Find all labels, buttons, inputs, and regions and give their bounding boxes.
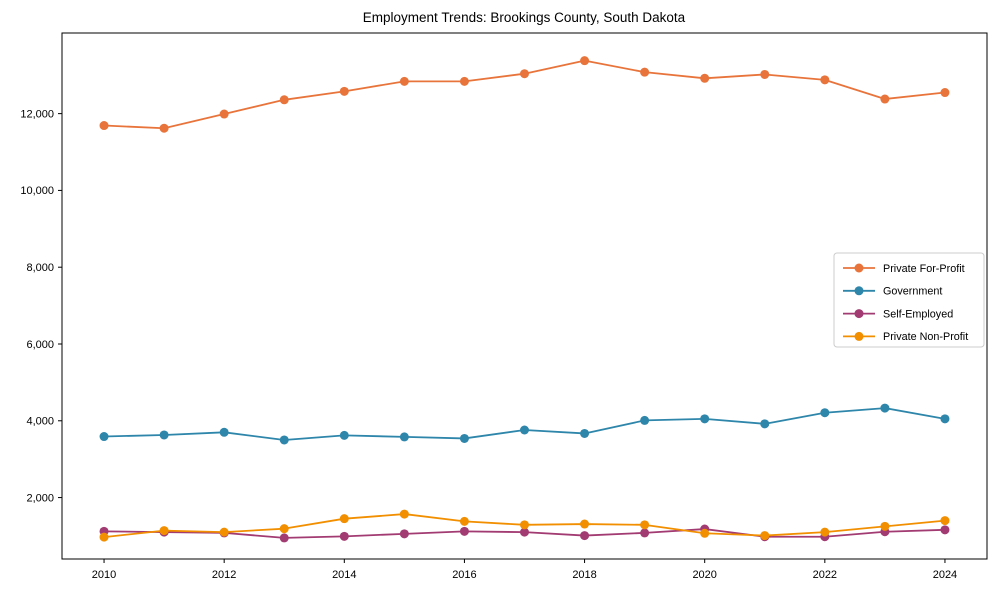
- data-point-private-non-profit-2017: [520, 520, 529, 530]
- data-point-government-2020: [700, 414, 710, 424]
- series-government: [99, 403, 950, 445]
- data-point-private-for-profit-2012: [219, 109, 229, 119]
- data-point-self-employed-2015: [399, 529, 409, 539]
- data-point-government-2012: [219, 427, 229, 437]
- x-tick-label: 2022: [813, 569, 837, 581]
- data-point-government-2019: [640, 415, 650, 425]
- data-point-private-for-profit-2020: [700, 73, 710, 83]
- data-point-government-2024: [940, 414, 950, 424]
- data-point-government-2010: [99, 432, 109, 442]
- data-point-private-for-profit-2013: [279, 95, 289, 105]
- data-point-private-non-profit-2010: [99, 532, 109, 542]
- data-point-private-non-profit-2024: [940, 516, 950, 526]
- data-point-private-non-profit-2011: [159, 526, 169, 536]
- data-point-private-non-profit-2022: [820, 527, 830, 537]
- data-point-government-2011: [159, 430, 169, 440]
- data-point-self-employed-2016: [459, 526, 469, 536]
- data-point-government-2016: [459, 433, 469, 443]
- legend-marker: [854, 263, 864, 273]
- data-point-self-employed-2024: [940, 525, 950, 535]
- data-point-private-non-profit-2019: [640, 520, 650, 530]
- data-point-government-2023: [880, 403, 890, 413]
- legend-item: Self-Employed: [843, 308, 953, 320]
- legend-marker: [854, 309, 864, 319]
- x-tick-label: 2018: [572, 569, 596, 581]
- data-point-private-non-profit-2018: [580, 519, 590, 529]
- data-point-government-2015: [399, 432, 409, 442]
- data-point-government-2017: [520, 425, 529, 435]
- data-point-private-non-profit-2016: [459, 516, 469, 526]
- data-point-private-non-profit-2012: [219, 527, 229, 537]
- y-tick-label: 10,000: [20, 185, 54, 197]
- data-point-government-2018: [580, 428, 590, 438]
- data-point-private-for-profit-2024: [940, 88, 950, 98]
- data-point-private-for-profit-2010: [99, 121, 109, 131]
- legend: Private For-Profit Government Self-Employe…: [833, 252, 985, 348]
- legend-box: [833, 252, 985, 348]
- data-point-self-employed-2018: [580, 531, 590, 541]
- legend-label: Government: [883, 286, 942, 298]
- data-point-private-non-profit-2015: [399, 509, 409, 519]
- data-point-private-for-profit-2015: [399, 76, 409, 86]
- plot-frame: [61, 32, 988, 560]
- data-point-private-non-profit-2023: [880, 521, 890, 531]
- data-point-self-employed-2017: [520, 527, 529, 537]
- series-layer: [99, 56, 950, 543]
- series-line-government: [104, 407, 946, 441]
- legend-label: Private For-Profit: [883, 263, 965, 275]
- data-point-private-non-profit-2020: [700, 528, 710, 538]
- axes-layer: 2,000 4,000 6,000 8,000 10,000 12,000 2010 2012…: [20, 108, 957, 581]
- data-point-self-employed-2014: [339, 531, 349, 541]
- legend-item: Private For-Profit: [843, 263, 965, 275]
- legend-item: Private Non-Profit: [843, 331, 968, 343]
- y-tick-label: 12,000: [20, 108, 54, 120]
- data-point-private-for-profit-2018: [580, 56, 590, 66]
- legend-label: Private Non-Profit: [883, 331, 968, 343]
- data-point-self-employed-2019: [640, 528, 650, 538]
- chart-title: Employment Trends: Brookings County, Sou…: [363, 10, 686, 25]
- data-point-government-2014: [339, 430, 349, 440]
- data-point-private-non-profit-2013: [279, 524, 289, 534]
- x-tick-label: 2010: [92, 569, 116, 581]
- series-private-non-profit: [99, 509, 950, 542]
- x-tick-label: 2020: [692, 569, 716, 581]
- data-point-private-for-profit-2014: [339, 86, 349, 96]
- series-private-for-profit: [99, 56, 950, 133]
- data-point-government-2022: [820, 408, 830, 418]
- data-point-private-non-profit-2021: [760, 531, 770, 541]
- data-point-private-for-profit-2023: [880, 94, 890, 104]
- data-point-self-employed-2013: [279, 533, 289, 543]
- data-point-private-non-profit-2014: [339, 514, 349, 524]
- x-tick-label: 2016: [452, 569, 476, 581]
- legend-marker: [854, 331, 864, 341]
- data-point-private-for-profit-2021: [760, 69, 770, 79]
- data-point-private-for-profit-2016: [459, 76, 469, 86]
- y-tick-label: 2,000: [26, 492, 54, 504]
- y-tick-label: 8,000: [26, 262, 54, 274]
- legend-marker: [854, 286, 864, 296]
- data-point-private-for-profit-2019: [640, 67, 650, 77]
- x-tick-label: 2012: [212, 569, 236, 581]
- y-tick-label: 4,000: [26, 416, 54, 428]
- y-tick-label: 6,000: [26, 339, 54, 351]
- data-point-government-2013: [279, 435, 289, 445]
- x-tick-label: 2024: [933, 569, 957, 581]
- data-point-government-2021: [760, 419, 770, 429]
- legend-item: Government: [843, 286, 942, 298]
- legend-label: Self-Employed: [883, 308, 953, 320]
- data-point-private-for-profit-2022: [820, 75, 830, 85]
- data-point-private-for-profit-2017: [520, 69, 529, 79]
- x-tick-label: 2014: [332, 569, 356, 581]
- data-point-private-for-profit-2011: [159, 123, 169, 133]
